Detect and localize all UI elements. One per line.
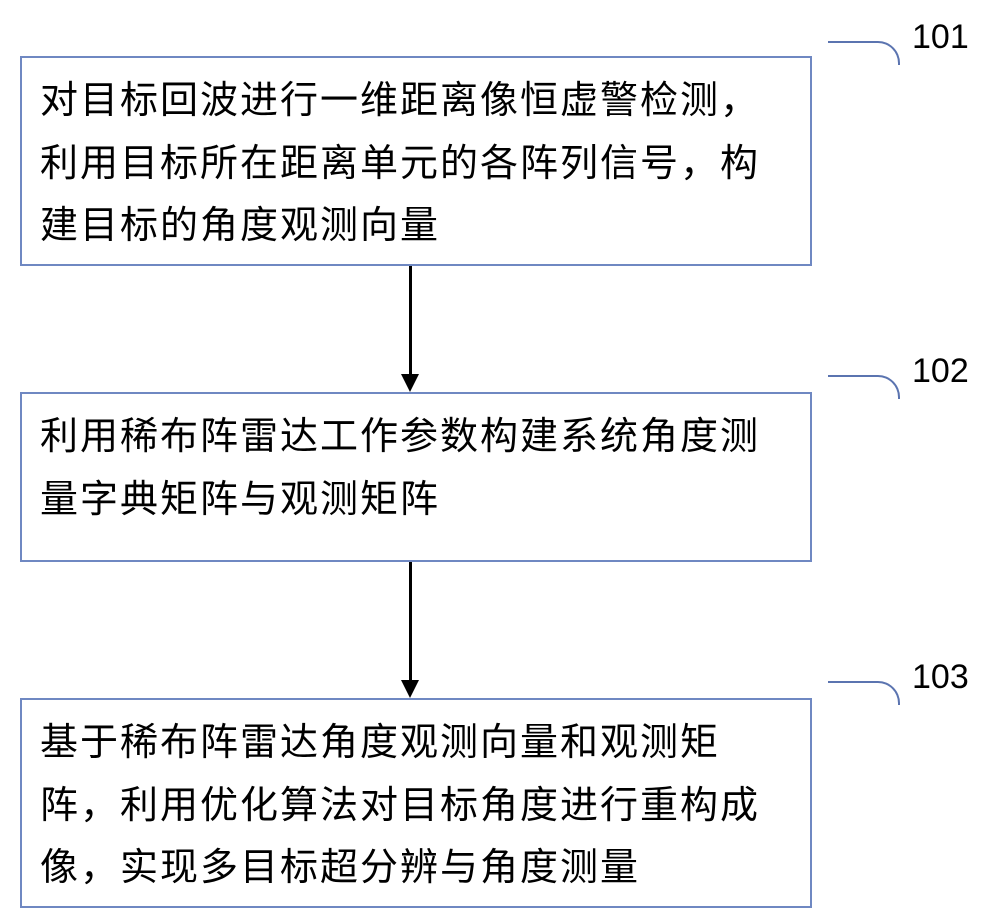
step-box-101: 对目标回波进行一维距离像恒虚警检测，利用目标所在距离单元的各阵列信号，构建目标的… — [20, 56, 812, 266]
step-label-102: 102 — [912, 352, 969, 391]
step-box-102: 利用稀布阵雷达工作参数构建系统角度测量字典矩阵与观测矩阵 — [20, 392, 812, 562]
arrow-2-line — [409, 562, 412, 680]
step-box-103: 基于稀布阵雷达角度观测向量和观测矩阵，利用优化算法对目标角度进行重构成像，实现多… — [20, 698, 812, 908]
flowchart-canvas: 对目标回波进行一维距离像恒虚警检测，利用目标所在距离单元的各阵列信号，构建目标的… — [0, 0, 1000, 914]
arrow-1-head — [401, 374, 419, 392]
step-text-101: 对目标回波进行一维距离像恒虚警检测，利用目标所在距离单元的各阵列信号，构建目标的… — [40, 70, 792, 258]
leader-102 — [828, 375, 900, 399]
leader-101 — [828, 41, 900, 65]
step-label-101: 101 — [912, 18, 969, 57]
step-text-103: 基于稀布阵雷达角度观测向量和观测矩阵，利用优化算法对目标角度进行重构成像，实现多… — [40, 712, 792, 900]
step-text-102: 利用稀布阵雷达工作参数构建系统角度测量字典矩阵与观测矩阵 — [40, 406, 792, 531]
arrow-1-line — [409, 266, 412, 374]
step-label-103: 103 — [912, 658, 969, 697]
arrow-2-head — [401, 680, 419, 698]
leader-103 — [828, 681, 900, 705]
